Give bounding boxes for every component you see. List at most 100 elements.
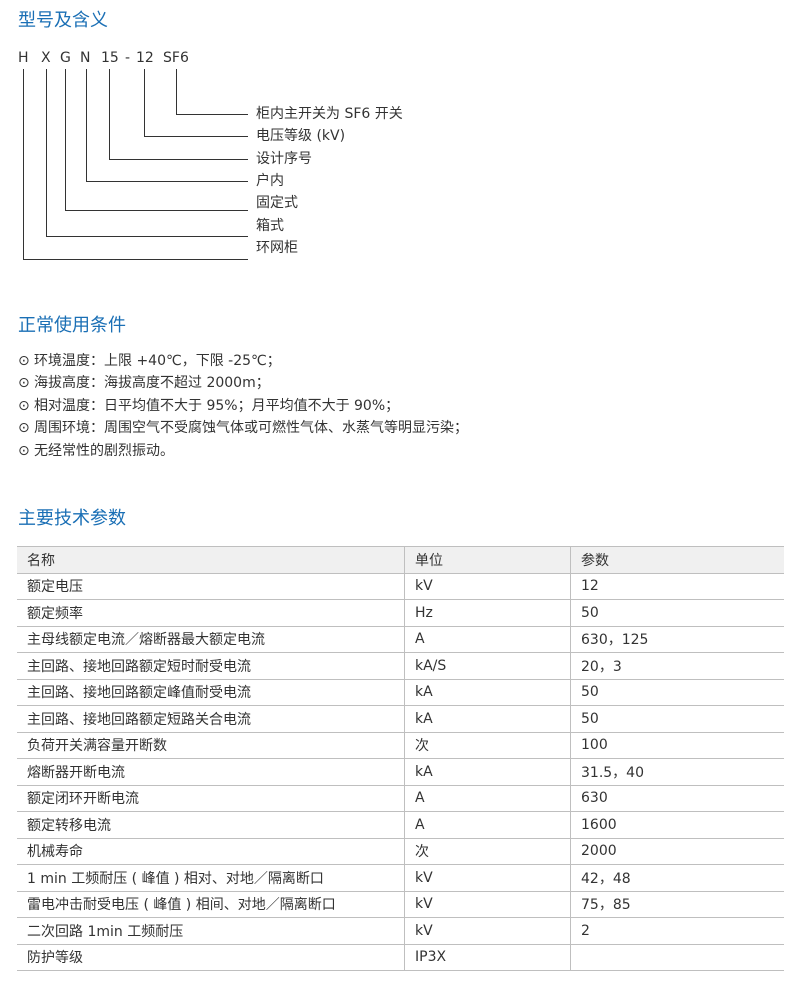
leg-line-indoor-h <box>86 181 248 182</box>
cell-name: 负荷开关满容量开断数 <box>17 732 405 759</box>
leg-line-design <box>109 69 110 159</box>
bullet-icon: ⊙ <box>18 398 30 414</box>
condition-text: 周围环境：周围空气不受腐蚀气体或可燃性气体、水蒸气等明显污染； <box>34 420 468 436</box>
cell-value: 42，48 <box>570 864 784 892</box>
code-part-sf6: SF6 <box>163 50 189 66</box>
cell-name: 熔断器开断电流 <box>17 758 405 786</box>
cell-unit: kA <box>404 758 571 786</box>
cell-value: 630 <box>570 785 784 812</box>
cell-unit: kV <box>404 573 571 600</box>
cell-value: 50 <box>570 705 784 733</box>
code-part-design: 15 <box>101 50 119 66</box>
cell-unit: kA <box>404 705 571 733</box>
table-row: 机械寿命次 2000 <box>17 838 784 865</box>
cell-name: 额定电压 <box>17 573 405 600</box>
cell-name: 额定闭环开断电流 <box>17 785 405 812</box>
cell-name: 机械寿命 <box>17 838 405 865</box>
cell-value <box>570 944 784 971</box>
cell-name: 雷电冲击耐受电压 ( 峰值 ) 相间、对地／隔离断口 <box>17 891 405 918</box>
condition-text: 海拔高度：海拔高度不超过 2000m； <box>34 375 270 391</box>
code-part-voltage: 12 <box>136 50 154 66</box>
table-row: 1 min 工频耐压 ( 峰值 ) 相对、对地／隔离断口 kV 42，48 <box>17 864 784 892</box>
leg-line-ring-h <box>23 259 248 260</box>
condition-item: ⊙ 周围环境：周围空气不受腐蚀气体或可燃性气体、水蒸气等明显污染； <box>18 418 468 438</box>
condition-text: 环境温度：上限 +40℃，下限 -25℃； <box>34 353 281 369</box>
cell-name: 防护等级 <box>17 944 405 971</box>
bullet-icon: ⊙ <box>18 353 30 369</box>
cell-name: 主回路、接地回路额定短时耐受电流 <box>17 652 405 680</box>
leg-line-box <box>46 69 47 236</box>
leg-line-ring <box>23 69 24 259</box>
leg-line-voltage-h <box>144 136 248 137</box>
header-value: 参数 <box>570 546 784 574</box>
cell-unit: kA <box>404 679 571 706</box>
cell-name: 主回路、接地回路额定峰值耐受电流 <box>17 679 405 706</box>
cell-value: 50 <box>570 679 784 706</box>
leg-line-sf6-h <box>176 114 248 115</box>
leg-label-box: 箱式 <box>256 218 284 234</box>
leg-line-sf6 <box>176 69 177 114</box>
condition-item: ⊙ 环境温度：上限 +40℃，下限 -25℃； <box>18 351 281 371</box>
leg-label-indoor: 户内 <box>256 173 284 189</box>
model-section-title: 型号及含义 <box>18 10 108 31</box>
bullet-icon: ⊙ <box>18 375 30 391</box>
table-row: 额定闭环开断电流 A 630 <box>17 785 784 812</box>
code-part-dash: - <box>125 50 131 66</box>
cell-unit: kV <box>404 864 571 892</box>
cell-value: 2000 <box>570 838 784 865</box>
cell-unit: IP3X <box>404 944 571 971</box>
table-row: 负荷开关满容量开断数次 100 <box>17 732 784 759</box>
table-row: 主回路、接地回路额定峰值耐受电流 kA 50 <box>17 679 784 706</box>
cell-value: 100 <box>570 732 784 759</box>
cell-unit: 次 <box>404 838 571 865</box>
leg-line-fixed-h <box>65 210 248 211</box>
cell-unit: kV <box>404 917 571 945</box>
table-row: 雷电冲击耐受电压 ( 峰值 ) 相间、对地／隔离断口 kV 75，85 <box>17 891 784 918</box>
cell-unit: kV <box>404 891 571 918</box>
cell-name: 主回路、接地回路额定短路关合电流 <box>17 705 405 733</box>
params-table: 名称 单位 参数 额定电压 kV 12 额定频率 Hz 50 主母线额定电流／熔断器最大… <box>17 546 784 971</box>
cell-value: 630，125 <box>570 626 784 653</box>
cell-name: 1 min 工频耐压 ( 峰值 ) 相对、对地／隔离断口 <box>17 864 405 892</box>
table-row: 主母线额定电流／熔断器最大额定电流 A 630，125 <box>17 626 784 653</box>
condition-item: ⊙ 相对温度：日平均值不大于 95%；月平均值不大于 90%； <box>18 396 399 416</box>
leg-line-fixed <box>65 69 66 210</box>
condition-item: ⊙ 无经常性的剧烈振动。 <box>18 441 174 461</box>
table-row: 防护等级 IP3X <box>17 944 784 971</box>
leg-line-design-h <box>109 159 248 160</box>
table-row: 主回路、接地回路额定短路关合电流 kA 50 <box>17 705 784 733</box>
cell-value: 75，85 <box>570 891 784 918</box>
table-row: 熔断器开断电流 kA 31.5，40 <box>17 758 784 786</box>
table-row: 额定频率 Hz 50 <box>17 599 784 627</box>
table-row: 额定电压 kV 12 <box>17 573 784 600</box>
condition-item: ⊙ 海拔高度：海拔高度不超过 2000m； <box>18 373 270 393</box>
code-part-g: G <box>60 50 71 66</box>
table-row: 主回路、接地回路额定短时耐受电流 kA/S 20，3 <box>17 652 784 680</box>
leg-line-box-h <box>46 236 248 237</box>
cell-value: 2 <box>570 917 784 945</box>
cell-value: 50 <box>570 599 784 627</box>
code-part-x: X <box>41 50 51 66</box>
condition-text: 无经常性的剧烈振动。 <box>34 443 174 459</box>
leg-label-ring: 环网柜 <box>256 240 298 256</box>
cell-value: 1600 <box>570 811 784 839</box>
leg-label-fixed: 固定式 <box>256 195 298 211</box>
leg-line-indoor <box>86 69 87 181</box>
cell-unit: A <box>404 785 571 812</box>
cell-value: 31.5，40 <box>570 758 784 786</box>
code-part-h: H <box>18 50 29 66</box>
table-row: 二次回路 1min 工频耐压 kV 2 <box>17 917 784 945</box>
cell-value: 12 <box>570 573 784 600</box>
conditions-section-title: 正常使用条件 <box>18 315 126 336</box>
leg-line-voltage <box>144 69 145 136</box>
cell-unit: A <box>404 811 571 839</box>
cell-unit: A <box>404 626 571 653</box>
condition-text: 相对温度：日平均值不大于 95%；月平均值不大于 90%； <box>34 398 400 414</box>
leg-label-sf6: 柜内主开关为 SF6 开关 <box>256 106 403 122</box>
table-row: 额定转移电流 A 1600 <box>17 811 784 839</box>
cell-name: 额定转移电流 <box>17 811 405 839</box>
cell-name: 二次回路 1min 工频耐压 <box>17 917 405 945</box>
cell-unit: kA/S <box>404 652 571 680</box>
cell-value: 20，3 <box>570 652 784 680</box>
bullet-icon: ⊙ <box>18 420 30 436</box>
